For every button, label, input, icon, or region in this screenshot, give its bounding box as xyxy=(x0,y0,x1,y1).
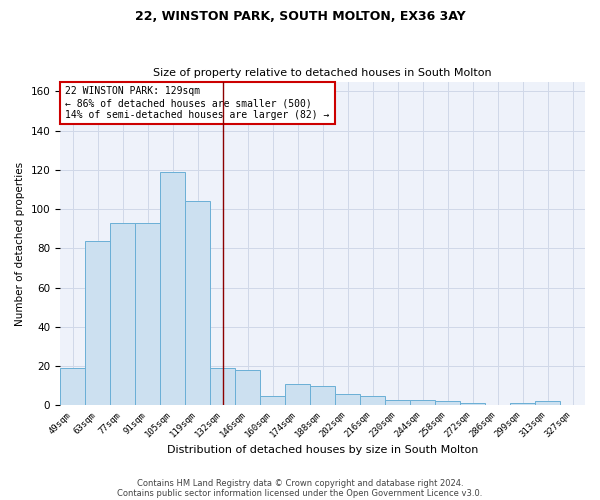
Text: Contains HM Land Registry data © Crown copyright and database right 2024.: Contains HM Land Registry data © Crown c… xyxy=(137,478,463,488)
Bar xyxy=(135,223,160,406)
Bar xyxy=(460,404,485,406)
X-axis label: Distribution of detached houses by size in South Molton: Distribution of detached houses by size … xyxy=(167,445,478,455)
Bar xyxy=(535,402,560,406)
Text: 22, WINSTON PARK, SOUTH MOLTON, EX36 3AY: 22, WINSTON PARK, SOUTH MOLTON, EX36 3AY xyxy=(134,10,466,23)
Bar xyxy=(110,223,135,406)
Bar xyxy=(160,172,185,406)
Text: 22 WINSTON PARK: 129sqm
← 86% of detached houses are smaller (500)
14% of semi-d: 22 WINSTON PARK: 129sqm ← 86% of detache… xyxy=(65,86,329,120)
Bar xyxy=(335,394,360,406)
Bar xyxy=(510,404,535,406)
Text: Contains public sector information licensed under the Open Government Licence v3: Contains public sector information licen… xyxy=(118,488,482,498)
Bar xyxy=(360,396,385,406)
Bar xyxy=(310,386,335,406)
Bar xyxy=(210,368,235,406)
Bar xyxy=(385,400,410,406)
Bar xyxy=(185,202,210,406)
Y-axis label: Number of detached properties: Number of detached properties xyxy=(15,162,25,326)
Bar xyxy=(285,384,310,406)
Title: Size of property relative to detached houses in South Molton: Size of property relative to detached ho… xyxy=(153,68,492,78)
Bar xyxy=(410,400,435,406)
Bar xyxy=(260,396,285,406)
Bar xyxy=(235,370,260,406)
Bar xyxy=(85,240,110,406)
Bar xyxy=(60,368,85,406)
Bar xyxy=(435,402,460,406)
